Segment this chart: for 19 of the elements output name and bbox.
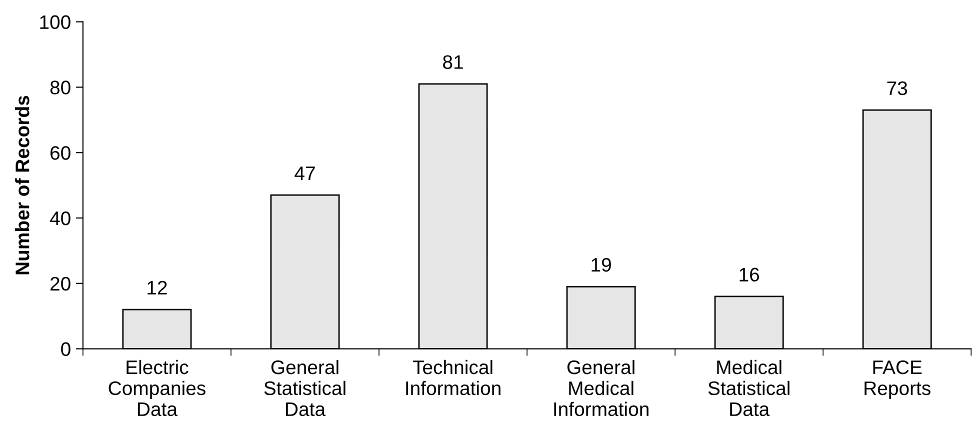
x-tick-label: Technical Information bbox=[406, 360, 500, 396]
data-label: 47 bbox=[294, 166, 315, 180]
x-tick-label: FACE Reports bbox=[864, 360, 930, 399]
x-tick-label: Medical Statistical Data bbox=[708, 360, 790, 416]
y-tick-label: 100 bbox=[40, 15, 70, 30]
data-label: 81 bbox=[443, 55, 463, 69]
y-tick-label: 60 bbox=[50, 146, 70, 160]
data-label: 73 bbox=[887, 81, 908, 96]
x-tick-label: Electric Companies Data bbox=[108, 360, 206, 416]
y-tick-label: 40 bbox=[50, 211, 70, 226]
y-tick-label: 20 bbox=[50, 276, 70, 291]
x-tick-label: General Statistical Data bbox=[264, 360, 346, 416]
x-tick-label: General Medical Information bbox=[554, 360, 648, 416]
data-label: 19 bbox=[592, 258, 611, 272]
y-tick-label: 0 bbox=[61, 342, 70, 356]
data-label: 16 bbox=[740, 268, 760, 282]
y-tick-label: 80 bbox=[50, 80, 70, 94]
y-axis-title: Number of Records bbox=[15, 96, 30, 274]
data-label: 12 bbox=[148, 280, 167, 294]
